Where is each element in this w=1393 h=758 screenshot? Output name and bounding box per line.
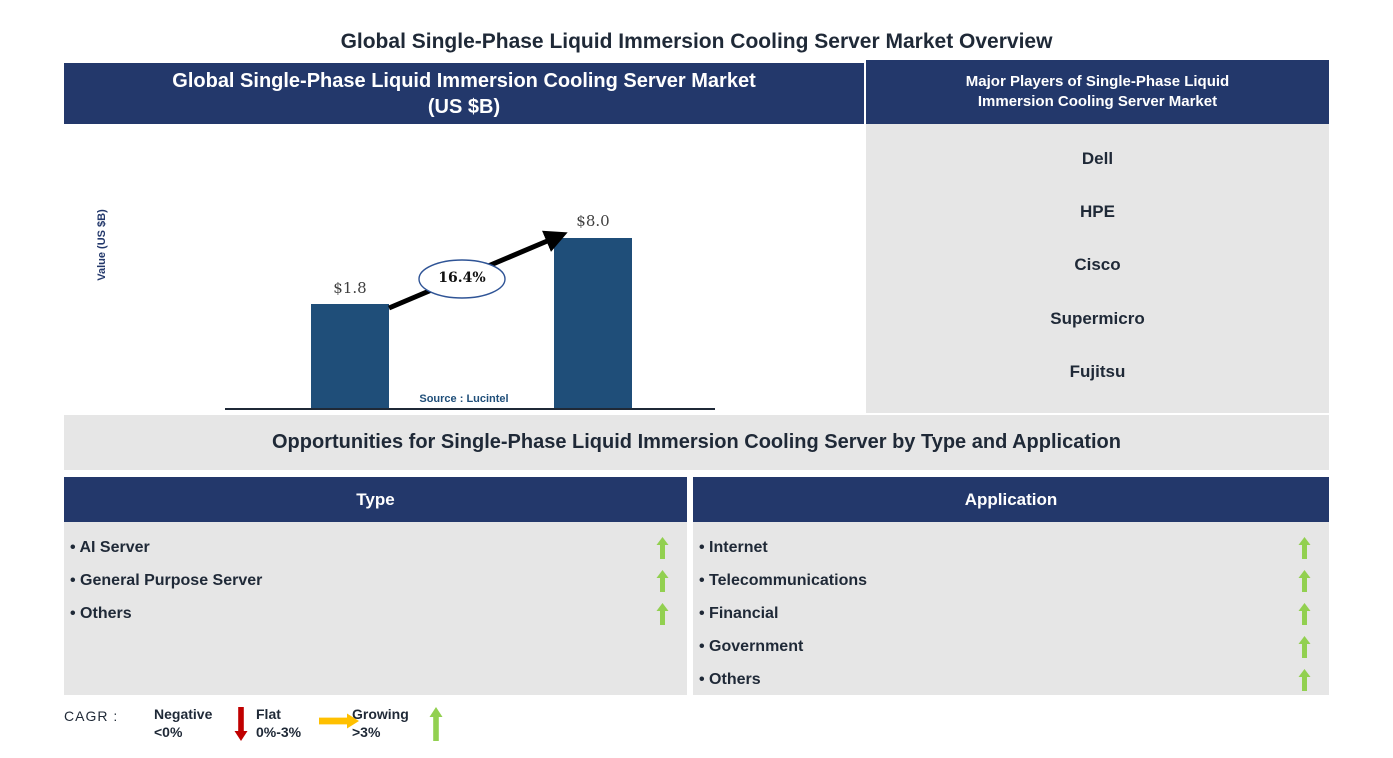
chart-header-line1: Global Single-Phase Liquid Immersion Coo…: [172, 69, 756, 92]
players-list: Dell HPE Cisco Supermicro Fujitsu: [866, 124, 1329, 413]
type-column: Type • AI Server • General Purpose Serve…: [64, 477, 687, 695]
arrow-up-icon: [1298, 602, 1311, 625]
legend-flat-range: 0%-3%: [256, 724, 302, 740]
cagr-bubble-label: 16.4%: [438, 270, 486, 286]
type-item-label: • General Purpose Server: [70, 571, 263, 589]
legend-negative-range: <0%: [154, 724, 183, 740]
player-item: Dell: [1081, 148, 1114, 168]
legend-item-growing: Growing >3%: [352, 705, 409, 741]
bar-2035: [554, 238, 632, 408]
cagr-legend: CAGR : Negative <0% Flat 0%-3% Growing >…: [64, 703, 584, 749]
player-item: Fujitsu: [1069, 362, 1126, 382]
x-axis-line: [225, 408, 715, 410]
application-column: Application • Internet • Telecommunicati…: [693, 477, 1329, 695]
chart-source-note: Source : Lucintel: [419, 393, 509, 405]
y-axis-label: Value (US $B): [96, 209, 108, 281]
application-item-label: • Telecommunications: [699, 571, 868, 589]
application-item-label: • Financial: [699, 604, 779, 622]
arrow-up-icon: [656, 602, 669, 625]
type-item-label: • Others: [70, 604, 132, 622]
players-header-line2: Immersion Cooling Server Market: [977, 93, 1218, 110]
application-item-label: • Others: [699, 670, 761, 688]
player-item: Cisco: [1074, 255, 1121, 275]
player-item: HPE: [1080, 202, 1115, 222]
type-column-header: Type: [64, 477, 687, 522]
legend-item-negative: Negative <0%: [154, 705, 212, 741]
legend-growing-range: >3%: [352, 724, 381, 740]
player-item: Supermicro: [1050, 308, 1145, 328]
arrow-up-icon: [1298, 635, 1311, 658]
list-item: • General Purpose Server: [64, 564, 687, 597]
legend-item-flat: Flat 0%-3%: [256, 705, 301, 741]
application-item-label: • Government: [699, 637, 804, 655]
chart-card-header: Global Single-Phase Liquid Immersion Coo…: [64, 63, 864, 124]
players-card-header: Major Players of Single-Phase Liquid Imm…: [866, 60, 1329, 124]
legend-growing-name: Growing: [352, 706, 409, 722]
list-item: • Telecommunications: [693, 564, 1329, 597]
opportunities-banner: Opportunities for Single-Phase Liquid Im…: [64, 415, 1329, 470]
chart-header-line2: (US $B): [427, 95, 501, 118]
arrow-up-icon: [1298, 668, 1311, 691]
list-item: • Financial: [693, 597, 1329, 630]
type-list: • AI Server • General Purpose Server • O…: [64, 522, 687, 695]
legend-flat-name: Flat: [256, 706, 281, 722]
arrow-up-icon: [1298, 536, 1311, 559]
bar-value-2026: $1.8: [333, 279, 367, 297]
arrow-down-icon: [234, 707, 248, 746]
arrow-up-icon: [1298, 569, 1311, 592]
bar-2026: [311, 304, 389, 408]
arrow-up-icon: [656, 536, 669, 559]
market-chart-card: Global Single-Phase Liquid Immersion Coo…: [64, 63, 864, 433]
list-item: • Internet: [693, 531, 1329, 564]
arrow-right-icon: [319, 713, 359, 734]
arrow-up-icon: [656, 569, 669, 592]
players-header-line1: Major Players of Single-Phase Liquid: [965, 73, 1230, 90]
type-item-label: • AI Server: [70, 538, 150, 556]
list-item: • Others: [64, 597, 687, 630]
chart-plot-area: Value (US $B) $1.8 $8.0 2026 2035 16.4%: [64, 124, 864, 433]
bar-value-2035: $8.0: [576, 212, 610, 230]
list-item: • AI Server: [64, 531, 687, 564]
page-title: Global Single-Phase Liquid Immersion Coo…: [340, 30, 1053, 53]
application-list: • Internet • Telecommunications • Financ…: [693, 522, 1329, 695]
cagr-legend-title: CAGR :: [64, 708, 119, 724]
list-item: • Others: [693, 663, 1329, 696]
cagr-arrow-graphic: [388, 230, 568, 311]
legend-negative-name: Negative: [154, 706, 213, 722]
application-column-header: Application: [693, 477, 1329, 522]
application-item-label: • Internet: [699, 538, 768, 556]
major-players-card: Major Players of Single-Phase Liquid Imm…: [866, 60, 1329, 413]
list-item: • Government: [693, 630, 1329, 663]
arrow-up-icon: [429, 707, 443, 746]
